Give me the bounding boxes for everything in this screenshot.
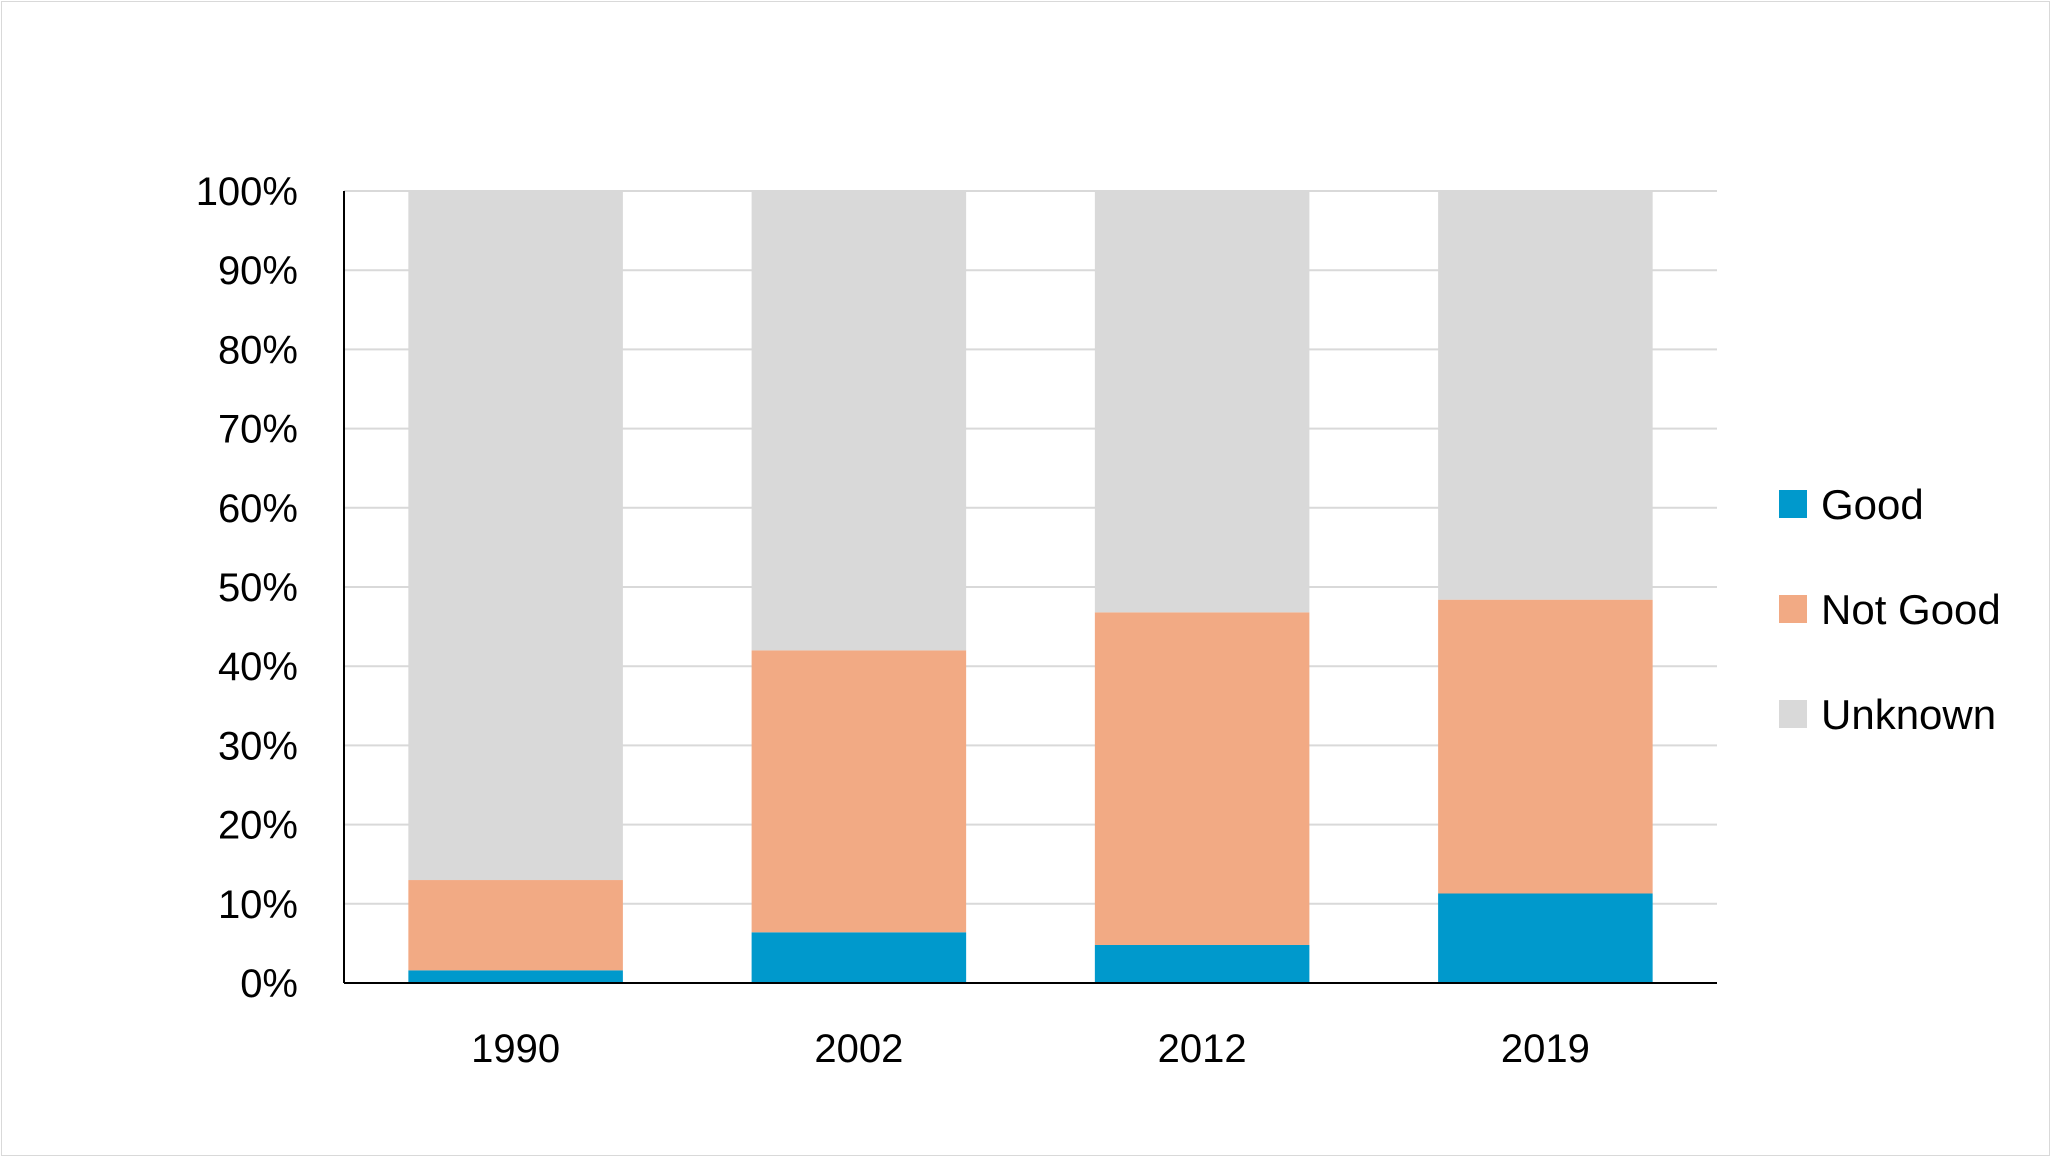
bar-segment-not-good-1990 (408, 880, 623, 971)
y-tick-label: 50% (218, 566, 298, 610)
y-tick-label: 60% (218, 487, 298, 531)
y-tick-label: 30% (218, 724, 298, 768)
y-tick-label: 20% (218, 804, 298, 848)
y-tick-label: 70% (218, 408, 298, 452)
legend-swatch-unknown (1779, 700, 1807, 728)
x-tick-label: 2012 (1158, 1027, 1247, 1071)
y-tick-label: 40% (218, 645, 298, 689)
bar-segment-good-2012 (1094, 944, 1310, 983)
y-tick-label: 10% (218, 883, 298, 927)
bar-segment-good-1990 (408, 970, 623, 983)
legend-label: Unknown (1821, 691, 1996, 738)
y-tick-label: 0% (240, 962, 298, 1006)
bar-segment-good-2002 (751, 932, 967, 983)
bar-segment-unknown-1990 (408, 191, 623, 881)
bar-segment-unknown-2002 (751, 191, 967, 651)
bar-segment-unknown-2019 (1438, 191, 1653, 600)
legend: Good Not Good Unknown (1779, 481, 2001, 738)
y-tick-label: 80% (218, 328, 298, 372)
y-tick-label: 100% (196, 170, 298, 214)
bar-segment-not-good-2019 (1438, 599, 1653, 894)
x-tick-labels: 1990 2002 2012 2019 (471, 1027, 1590, 1071)
y-tick-label: 90% (218, 249, 298, 293)
bar-segment-unknown-2012 (1094, 191, 1310, 613)
legend-swatch-good (1779, 490, 1807, 518)
bar-segment-not-good-2002 (751, 650, 967, 933)
bars (408, 191, 1653, 983)
y-tick-labels: 0% 10% 20% 30% 40% 50% 60% 70% 80% 90% 100% (196, 170, 298, 1006)
x-tick-label: 1990 (471, 1027, 560, 1071)
bar-segment-not-good-2012 (1094, 612, 1310, 945)
bar-segment-good-2019 (1438, 893, 1653, 983)
x-tick-label: 2019 (1501, 1027, 1590, 1071)
legend-label: Good (1821, 481, 1924, 528)
x-tick-label: 2002 (814, 1027, 903, 1071)
legend-label: Not Good (1821, 586, 2001, 633)
legend-swatch-not-good (1779, 595, 1807, 623)
axes (343, 191, 1717, 984)
